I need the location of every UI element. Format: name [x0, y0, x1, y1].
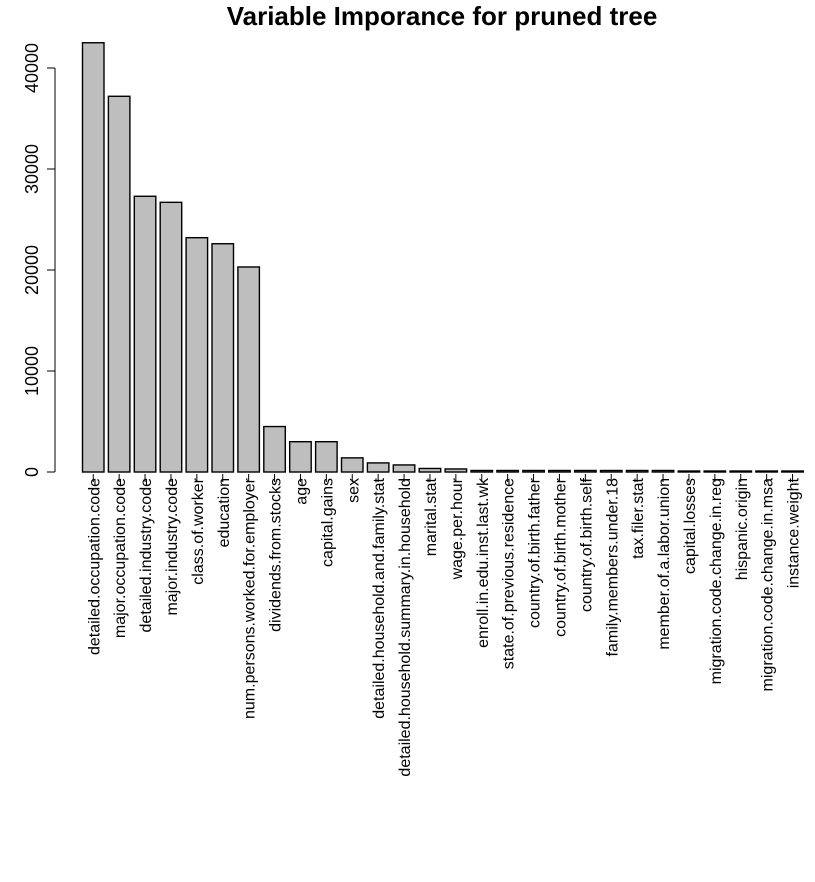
bar-dividends.from.stocks [263, 425, 286, 473]
bar-migration.code.change.in.reg [703, 470, 727, 473]
x-tick-label: num.persons.worked.for.employer [242, 477, 259, 719]
x-tick-label: detailed.household.summary.in.household [397, 478, 414, 777]
bar-family.members.under.18 [599, 469, 623, 473]
x-tick-label: class.of.worker [190, 477, 207, 584]
bar-detailed.occupation.code [81, 42, 105, 473]
x-tick-label: instance.weight [786, 477, 803, 588]
y-tick-label: 10000 [22, 346, 42, 396]
bar-hispanic.origin [729, 470, 753, 473]
bar-instance.weight [781, 470, 804, 473]
x-tick-label: capital.losses [682, 478, 699, 574]
x-tick-label: tax.filer.stat [630, 477, 647, 558]
bar-major.occupation.code [107, 95, 131, 473]
chart-title: Variable Imporance for pruned tree [227, 1, 658, 31]
x-tick-label: marital.stat [423, 477, 440, 556]
bar-sex [340, 457, 364, 473]
y-tick-label: 40000 [22, 43, 42, 93]
x-tick-label: member.of.a.labor.union [656, 478, 673, 650]
x-tick-label: country.of.birth.self [578, 477, 595, 612]
x-tick-label: major.occupation.code [112, 478, 129, 638]
x-tick-label: family.members.under.18 [604, 478, 621, 657]
bar-num.persons.worked.for.employer [237, 266, 261, 473]
y-tick-label: 20000 [22, 245, 42, 295]
x-tick-label: detailed.occupation.code [86, 478, 103, 655]
x-tick-label: age [293, 478, 310, 505]
bar-country.of.birth.father [522, 469, 545, 473]
x-tick-label: migration.code.change.in.msa [760, 478, 777, 692]
x-tick-label: major.industry.code [164, 478, 181, 616]
bar-migration.code.change.in.msa [755, 470, 779, 473]
x-tick-label: capital.gains [319, 478, 336, 567]
x-tick-label: hispanic.origin [734, 478, 751, 580]
x-tick-label: country.of.birth.father [527, 477, 544, 628]
x-axis-labels: detailed.occupation.code major.occupation… [86, 474, 803, 777]
bar-state.of.previous.residence [496, 469, 520, 473]
bar-age [289, 441, 312, 473]
x-tick-label: detailed.industry.code [138, 478, 155, 633]
bar-detailed.household.summary.in.household [392, 464, 416, 473]
bar-enroll.in.edu.inst.last.wk [470, 469, 494, 473]
bar-country.of.birth.mother [548, 469, 571, 473]
y-tick-label: 30000 [22, 144, 42, 194]
x-tick-label: sex [345, 478, 362, 503]
x-tick-label: migration.code.change.in.reg [708, 478, 725, 684]
bar-capital.losses [677, 470, 701, 473]
bar-tax.filer.stat [625, 469, 649, 473]
bar-capital.gains [314, 441, 338, 473]
bar-detailed.household.and.family.stat [366, 462, 390, 473]
x-tick-label: enroll.in.edu.inst.last.wk [475, 477, 492, 648]
bar-wage.per.hour [444, 468, 468, 473]
x-tick-label: country.of.birth.mother [552, 477, 569, 637]
bar-marital.stat [418, 467, 442, 473]
bar-member.of.a.labor.union [651, 469, 675, 473]
y-axis: 0 10000 20000 30000 40000 [22, 43, 56, 477]
bar-class.of.worker [185, 236, 209, 473]
x-tick-label: wage.per.hour [449, 477, 466, 580]
x-tick-label: state.of.previous.residence [501, 478, 518, 669]
bar-detailed.industry.code [133, 195, 157, 473]
bar-education [211, 243, 235, 473]
bars-group [81, 42, 804, 473]
x-tick-label: detailed.household.and.family.stat [371, 477, 388, 718]
bar-major.industry.code [159, 201, 183, 473]
x-tick-label: dividends.from.stocks [268, 478, 285, 632]
bar-country.of.birth.self [573, 469, 597, 473]
x-tick-label: education [216, 478, 233, 547]
y-tick-label: 0 [22, 467, 42, 477]
